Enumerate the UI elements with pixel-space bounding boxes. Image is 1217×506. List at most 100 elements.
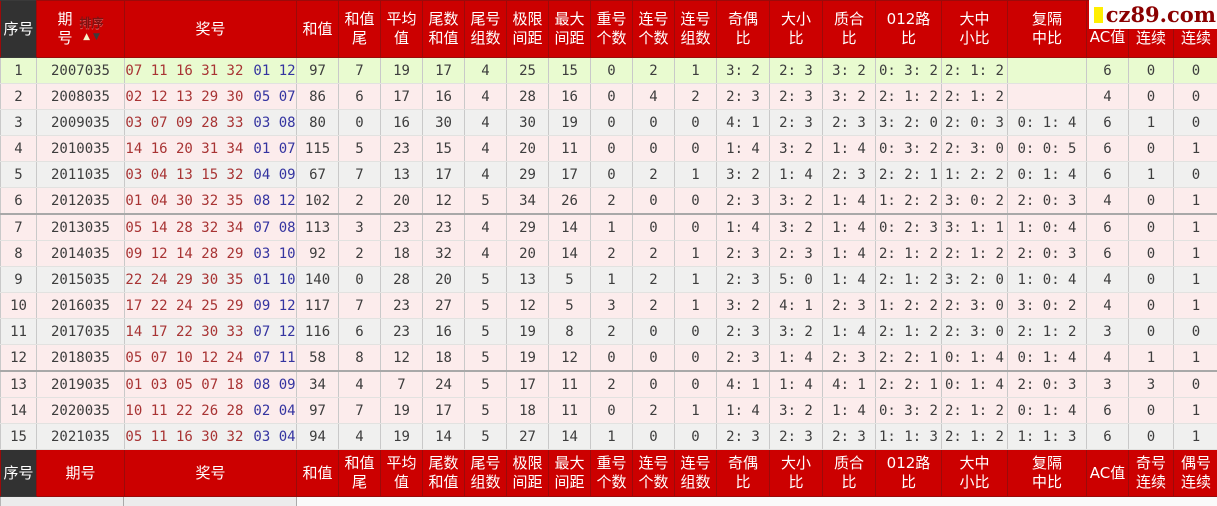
cell-lianhaogeshu: 2 [633,241,675,267]
header-fugezhongbi: 复隔中比 [1008,1,1087,58]
cell-qioubi: 2: 3 [717,188,770,215]
cell-lianhaogeshu: 2 [633,398,675,424]
header-label: 值 [381,29,422,48]
cell-ouhaolianxu: 1 [1174,293,1217,319]
partial-cell [1,497,124,506]
cell-lianhaogeshu: 0 [633,371,675,398]
cell-weihaozushu: 5 [465,345,507,372]
cell-dazhongxiaobi: 3: 0: 2 [942,188,1008,215]
cell-lianhaozushu: 1 [675,398,717,424]
cell-fugezhongbi: 0: 1: 4 [1008,345,1087,372]
footer-header-fugezhongbi: 复隔中比 [1008,450,1087,497]
cell-hezhiwei: 5 [339,136,381,162]
cell-ouhaolianxu: 0 [1174,110,1217,136]
header-label: 最大 [549,454,590,473]
cell-chonghaogeshu: 0 [591,136,633,162]
cell-daxiaobi: 1: 4 [770,345,823,372]
cell-ouhaolianxu: 1 [1174,398,1217,424]
header-label: 质合 [823,10,875,29]
footer-header-jianghao: 奖号 [125,450,297,497]
cell-lianhaogeshu: 0 [633,424,675,450]
cell-lu012bi: 1: 2: 2 [876,293,942,319]
site-logo[interactable]: cz89.com [1089,0,1217,29]
cell-pingjunzhi: 20 [381,188,423,215]
cell-hezhiwei: 8 [339,345,381,372]
cell-hezhiwei: 2 [339,241,381,267]
cell-aczhi: 6 [1087,58,1129,84]
front-balls: 22 24 29 30 35 [125,272,243,288]
cell-ouhaolianxu: 0 [1174,162,1217,188]
header-label: 尾数 [423,10,464,29]
cell-aczhi: 6 [1087,162,1129,188]
header-label: 连号 [633,10,674,29]
cell-chonghaogeshu: 0 [591,110,633,136]
cell-lu012bi: 1: 2: 2 [876,188,942,215]
sort-desc-icon[interactable]: ▼ [93,32,100,42]
header-label: 极限 [507,454,548,473]
cell-lianhaozushu: 1 [675,267,717,293]
cell-lianhaogeshu: 2 [633,58,675,84]
header-label: 奖号 [125,464,296,483]
cell-jixianjianju: 12 [507,293,549,319]
header-label: 值 [381,473,422,492]
cell-qioubi: 3: 2 [717,162,770,188]
cell-hezhi: 80 [297,110,339,136]
cell-zuidajianju: 19 [549,110,591,136]
header-label: 连续 [1129,29,1173,48]
cell-qihao: 2015035 [37,267,125,293]
cell-dazhongxiaobi: 2: 1: 2 [942,398,1008,424]
cell-daxiaobi: 3: 2 [770,214,823,241]
cell-qihao: 2016035 [37,293,125,319]
cell-dazhongxiaobi: 1: 2: 2 [942,162,1008,188]
cell-daxiaobi: 3: 2 [770,188,823,215]
header-label: 间距 [549,29,590,48]
header-label: 和值 [423,29,464,48]
sort-label: 排序 [80,16,104,32]
header-label: 尾数 [423,454,464,473]
cell-hezhi: 94 [297,424,339,450]
cell-aczhi: 4 [1087,345,1129,372]
header-label: 复隔 [1008,10,1086,29]
cell-lianhaogeshu: 0 [633,188,675,215]
cell-zhihebi: 1: 4 [823,267,876,293]
cell-ouhaolianxu: 1 [1174,267,1217,293]
cell-dazhongxiaobi: 0: 1: 4 [942,371,1008,398]
header-label: 序号 [1,20,36,39]
header-label: 奇号 [1129,454,1173,473]
footer-header-xuhao: 序号 [1,450,37,497]
cell-jixianjianju: 19 [507,345,549,372]
cell-xuhao: 7 [1,214,37,241]
cell-qioubi: 4: 1 [717,110,770,136]
header-lianhaozushu: 连号组数 [675,1,717,58]
cell-weihaozushu: 5 [465,398,507,424]
cell-lu012bi: 2: 1: 2 [876,84,942,110]
cell-hezhi: 113 [297,214,339,241]
cell-jihaolianxu: 0 [1129,58,1174,84]
cell-ouhaolianxu: 1 [1174,136,1217,162]
cell-ouhaolianxu: 1 [1174,424,1217,450]
cell-zhihebi: 3: 2 [823,84,876,110]
cell-pingjunzhi: 19 [381,424,423,450]
header-hezhi: 和值 [297,1,339,58]
cell-qioubi: 3: 2 [717,58,770,84]
header-label: AC值 [1087,464,1128,483]
cell-lianhaozushu: 0 [675,424,717,450]
cell-aczhi: 4 [1087,293,1129,319]
header-label: 间距 [507,29,548,48]
sort-asc-icon[interactable]: ▲ [83,32,90,42]
cell-jixianjianju: 20 [507,136,549,162]
cell-lu012bi: 2: 1: 2 [876,241,942,267]
cell-weishuhezhi: 14 [423,424,465,450]
footer-header-chonghaogeshu: 重号个数 [591,450,633,497]
cell-jixianjianju: 17 [507,371,549,398]
cell-chonghaogeshu: 2 [591,371,633,398]
cell-pingjunzhi: 28 [381,267,423,293]
